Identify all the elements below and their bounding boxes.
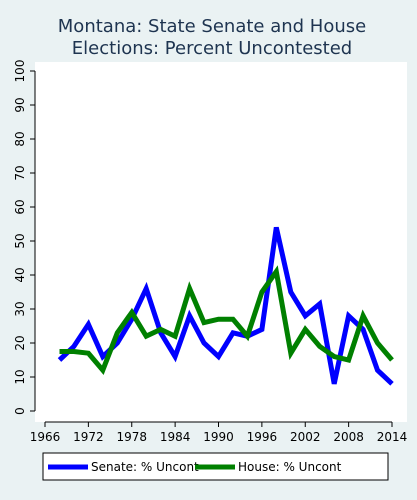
x-tick-label-2014: 2014 <box>377 430 408 444</box>
x-tick-label-1996: 1996 <box>247 430 278 444</box>
x-tick-label-2002: 2002 <box>290 430 321 444</box>
plot-area <box>35 62 407 422</box>
y-tick-label-80: 80 <box>13 131 27 146</box>
y-tick-label-100: 100 <box>13 60 27 83</box>
x-tick-label-1972: 1972 <box>73 430 104 444</box>
y-tick-label-90: 90 <box>13 97 27 112</box>
series-layer <box>57 226 394 386</box>
x-tick-label-1984: 1984 <box>160 430 191 444</box>
y-tick-label-40: 40 <box>13 267 27 282</box>
series-line-house <box>59 265 394 376</box>
y-tick-label-60: 60 <box>13 199 27 214</box>
x-tick-label-1966: 1966 <box>30 430 61 444</box>
chart-title-line-2: Elections: Percent Uncontested <box>72 38 352 59</box>
legend-label-house: House: % Uncont <box>238 460 342 474</box>
axes-layer: 0 10 20 30 40 50 60 70 80 90 100 1966 1972 1978 1984 19… <box>13 60 407 444</box>
legend: Senate: % Uncont House: % Uncont <box>42 452 389 481</box>
x-tick-label-1978: 1978 <box>116 430 147 444</box>
y-tick-label-30: 30 <box>13 301 27 316</box>
y-tick-label-20: 20 <box>13 335 27 350</box>
x-tick-label-1990: 1990 <box>203 430 234 444</box>
chart-title-line-1: Montana: State Senate and House <box>58 16 366 37</box>
y-tick-label-50: 50 <box>13 233 27 248</box>
y-tick-label-10: 10 <box>13 369 27 384</box>
y-tick-label-0: 0 <box>13 407 27 415</box>
legend-label-senate: Senate: % Uncont <box>91 460 199 474</box>
y-tick-label-70: 70 <box>13 165 27 180</box>
x-tick-label-2008: 2008 <box>333 430 364 444</box>
